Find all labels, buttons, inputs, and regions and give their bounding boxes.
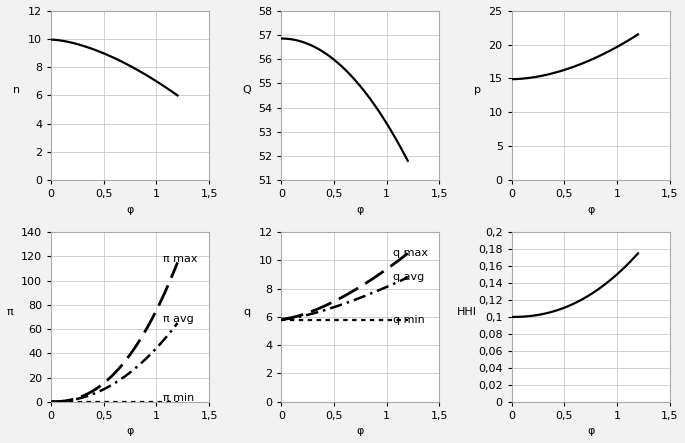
X-axis label: φ: φ bbox=[357, 205, 364, 215]
Text: π max: π max bbox=[163, 254, 197, 264]
X-axis label: φ: φ bbox=[357, 426, 364, 436]
Y-axis label: HHI: HHI bbox=[457, 307, 477, 317]
Y-axis label: p: p bbox=[474, 85, 481, 95]
Text: q max: q max bbox=[393, 249, 428, 258]
Y-axis label: Q: Q bbox=[243, 85, 251, 95]
Text: π avg: π avg bbox=[163, 315, 194, 324]
Y-axis label: n: n bbox=[14, 85, 21, 95]
Text: q min: q min bbox=[393, 315, 425, 325]
X-axis label: φ: φ bbox=[587, 426, 595, 436]
X-axis label: φ: φ bbox=[127, 205, 134, 215]
Y-axis label: π: π bbox=[7, 307, 13, 317]
X-axis label: φ: φ bbox=[587, 205, 595, 215]
Text: q avg: q avg bbox=[393, 272, 424, 282]
Y-axis label: q: q bbox=[244, 307, 251, 317]
Text: π min: π min bbox=[163, 393, 194, 403]
X-axis label: φ: φ bbox=[127, 426, 134, 436]
